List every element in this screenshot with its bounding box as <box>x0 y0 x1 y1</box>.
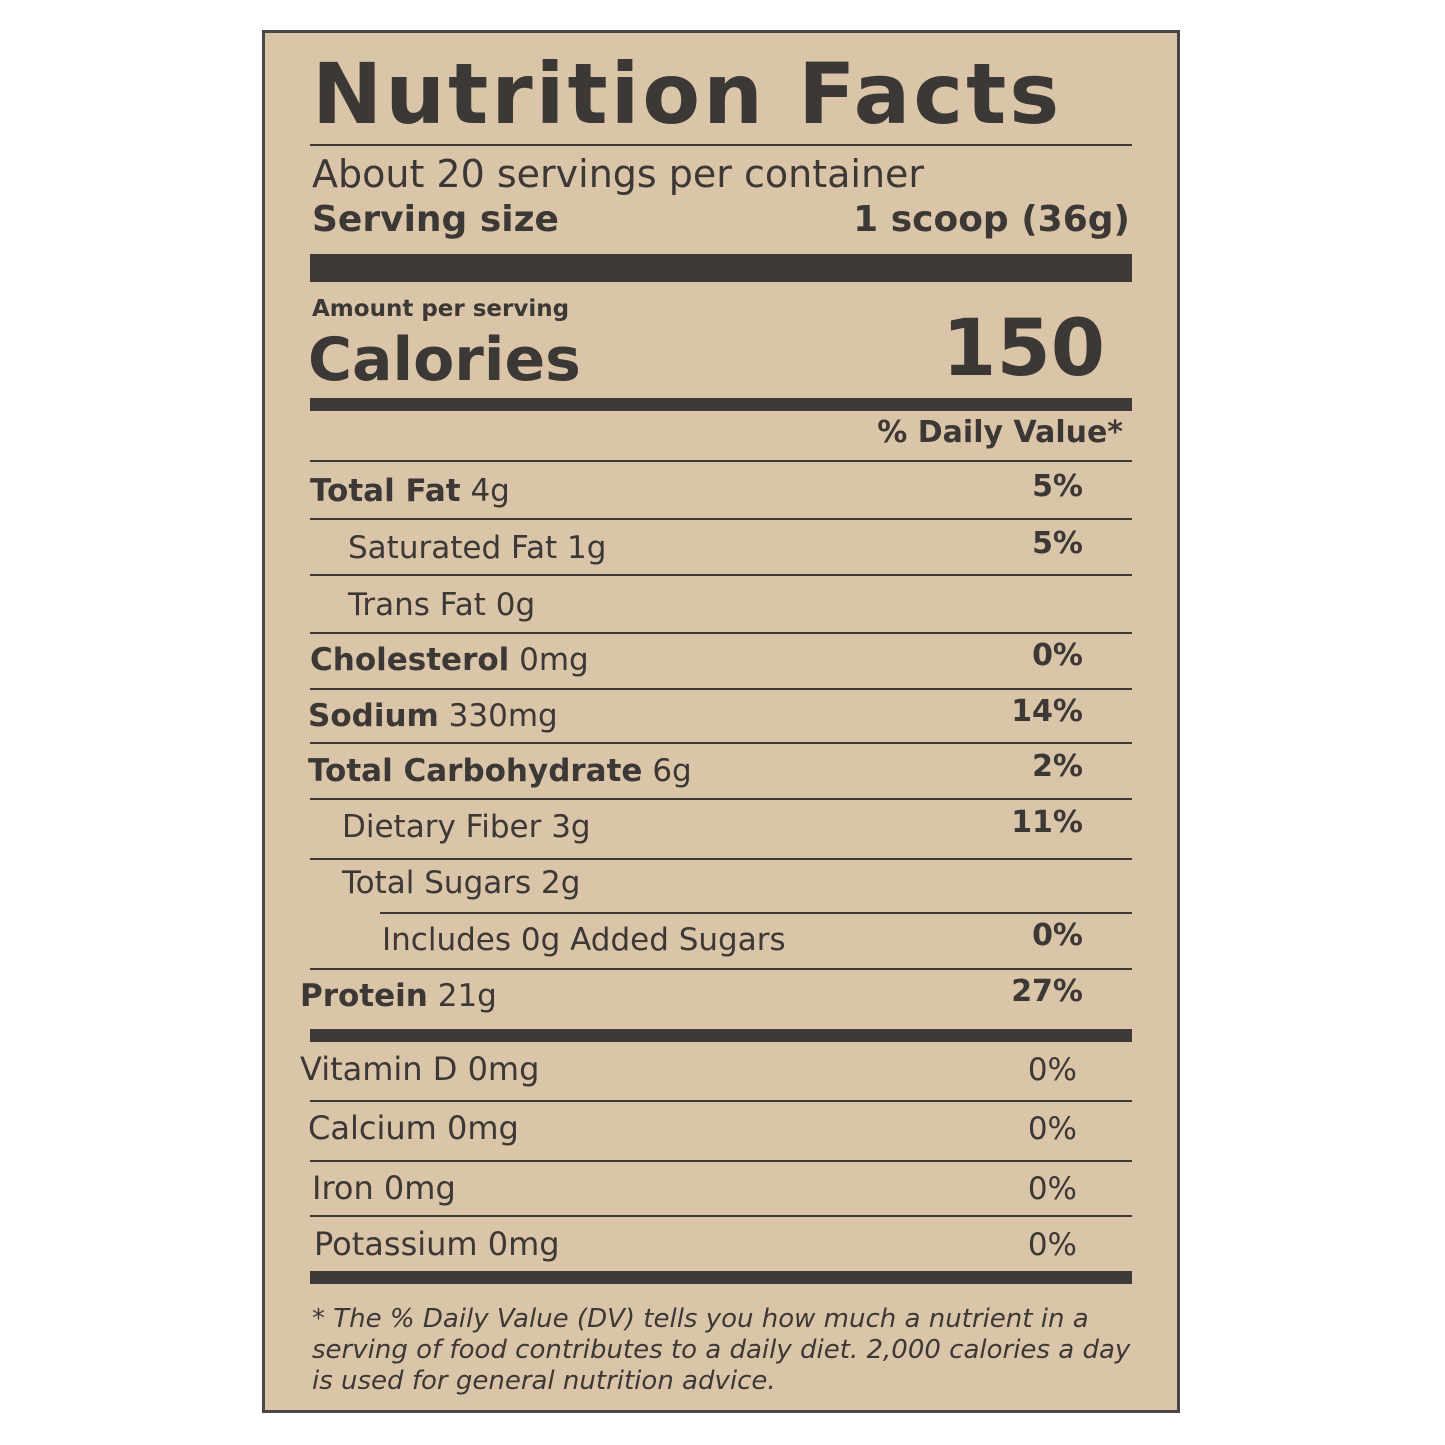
nutrient-row: Trans Fat 0g <box>348 590 535 621</box>
vitamin-daily-value: 0% <box>1027 1052 1077 1088</box>
daily-value-header: % Daily Value* <box>877 415 1123 450</box>
nutrient-row: Cholesterol 0mg <box>310 645 589 676</box>
divider <box>310 518 1132 520</box>
nutrient-amount: 3g <box>551 809 591 845</box>
vitamin-daily-value: 0% <box>1027 1111 1077 1147</box>
thick-divider <box>310 254 1132 282</box>
footnote: * The % Daily Value (DV) tells you how m… <box>312 1304 1131 1396</box>
vitamin-name: Vitamin D <box>300 1050 458 1088</box>
serving-size-value: 1 scoop (36g) <box>853 199 1130 240</box>
vitamin-name: Potassium <box>314 1225 478 1263</box>
vitamin-name: Calcium <box>308 1109 437 1147</box>
nutrient-row: Includes 0g Added Sugars <box>382 925 786 956</box>
nutrient-name: Sodium <box>308 698 439 734</box>
divider <box>380 912 1132 914</box>
nutrient-amount: 4g <box>470 473 510 509</box>
label-title: Nutrition Facts <box>312 45 1063 143</box>
nutrient-row: Sodium 330mg <box>308 701 558 732</box>
divider <box>310 1215 1132 1217</box>
nutrient-amount: 21g <box>437 978 497 1014</box>
nutrient-name: Total Fat <box>310 473 461 509</box>
nutrient-row: Saturated Fat 1g <box>348 533 606 564</box>
nutrient-row: Dietary Fiber 3g <box>342 812 591 843</box>
nutrient-amount: 1g <box>566 530 607 566</box>
nutrient-row: Total Sugars 2g <box>342 868 580 899</box>
nutrient-daily-value: 5% <box>1032 526 1083 561</box>
nutrient-amount: 330mg <box>448 698 558 734</box>
vitamin-row: Iron 0mg <box>312 1172 456 1204</box>
nutrient-name: Total Sugars <box>342 865 532 901</box>
thick-divider <box>310 398 1132 411</box>
nutrient-amount: 0g <box>495 587 536 623</box>
nutrient-amount: 2g <box>541 865 581 901</box>
vitamin-amount: 0mg <box>487 1225 560 1263</box>
nutrient-name: Dietary Fiber <box>342 809 542 845</box>
calories-value: 150 <box>942 304 1105 394</box>
nutrient-name: Cholesterol <box>310 642 510 678</box>
servings-per-container: About 20 servings per container <box>312 152 925 196</box>
divider <box>310 742 1132 744</box>
serving-size-label: Serving size <box>312 199 559 240</box>
vitamin-daily-value: 0% <box>1027 1227 1077 1263</box>
nutrient-daily-value: 0% <box>1032 918 1083 953</box>
divider <box>310 688 1132 690</box>
thick-divider <box>310 1029 1132 1042</box>
divider <box>310 632 1132 634</box>
nutrient-daily-value: 27% <box>1011 974 1083 1009</box>
amount-per-serving: Amount per serving <box>312 296 570 322</box>
nutrient-name: Trans Fat <box>348 587 486 623</box>
nutrient-amount: 6g <box>652 753 692 789</box>
divider <box>310 574 1132 576</box>
divider <box>310 1160 1132 1162</box>
nutrient-daily-value: 0% <box>1032 638 1083 673</box>
divider <box>310 968 1132 970</box>
vitamin-amount: 0mg <box>467 1050 540 1088</box>
nutrient-row: Total Carbohydrate 6g <box>308 756 692 787</box>
divider <box>310 858 1132 860</box>
nutrient-daily-value: 2% <box>1032 749 1083 784</box>
nutrient-name: Total Carbohydrate <box>308 753 643 789</box>
divider <box>310 798 1132 800</box>
vitamin-row: Calcium 0mg <box>308 1112 519 1144</box>
nutrient-daily-value: 5% <box>1032 469 1083 504</box>
vitamin-row: Vitamin D 0mg <box>300 1053 539 1085</box>
divider <box>310 460 1132 462</box>
divider <box>310 1100 1132 1102</box>
nutrient-amount: 0mg <box>519 642 589 678</box>
vitamin-amount: 0mg <box>446 1109 519 1147</box>
divider <box>310 144 1132 146</box>
nutrient-daily-value: 11% <box>1011 805 1083 840</box>
nutrient-row: Total Fat 4g <box>310 476 510 507</box>
nutrient-name: Includes 0g Added Sugars <box>382 922 786 958</box>
vitamin-amount: 0mg <box>383 1169 456 1207</box>
vitamin-daily-value: 0% <box>1027 1171 1077 1207</box>
nutrient-name: Saturated Fat <box>348 530 558 566</box>
vitamin-row: Potassium 0mg <box>314 1228 560 1260</box>
calories-label: Calories <box>308 325 581 395</box>
nutrient-name: Protein <box>300 978 428 1014</box>
nutrient-daily-value: 14% <box>1011 694 1083 729</box>
nutrient-row: Protein 21g <box>300 981 497 1012</box>
vitamin-name: Iron <box>312 1169 374 1207</box>
thick-divider <box>310 1271 1132 1284</box>
